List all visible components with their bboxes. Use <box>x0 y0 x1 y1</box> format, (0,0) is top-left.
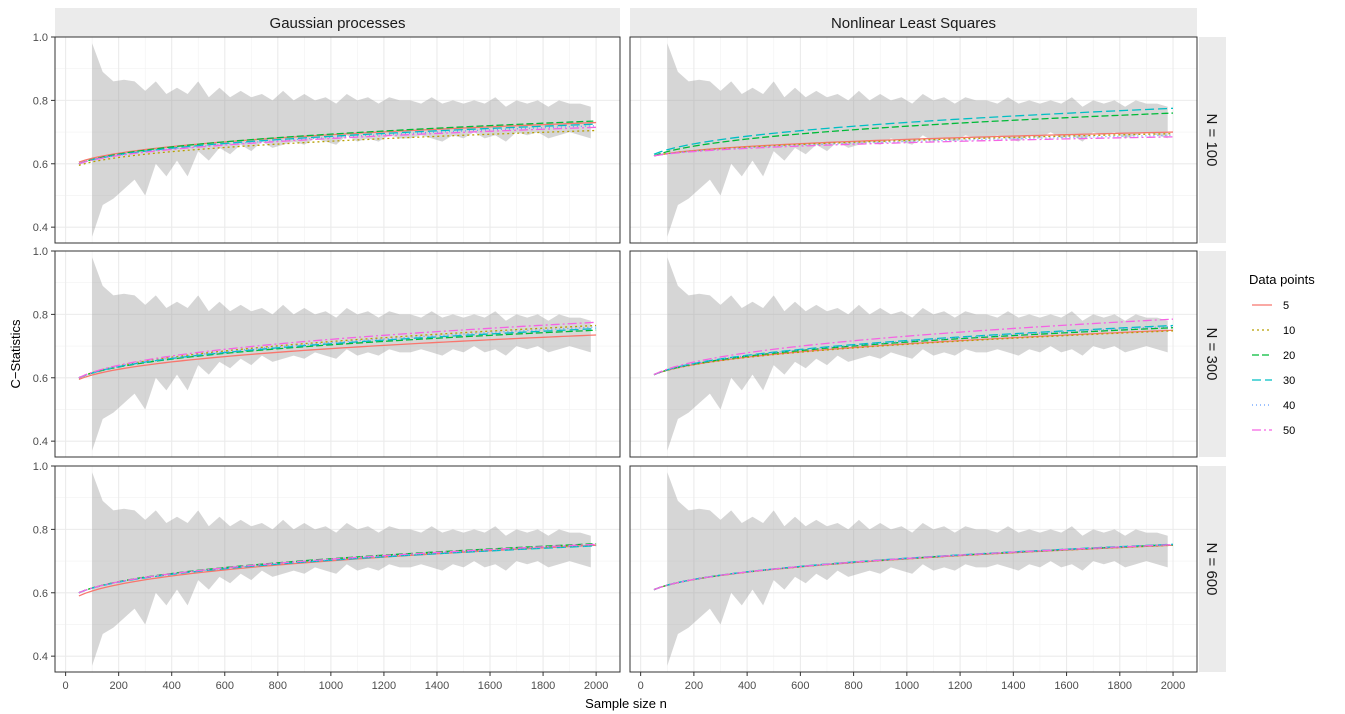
series-line-10 <box>78 129 597 166</box>
panel-0-0-background <box>55 37 620 243</box>
strip-label-n300: N = 300 <box>1203 328 1220 381</box>
panel-0-2-background <box>55 466 620 672</box>
x-tick-label: 1400 <box>1001 680 1025 692</box>
series-line-20 <box>653 327 1174 376</box>
series-line-50 <box>78 126 597 165</box>
y-tick-label: 1.0 <box>33 32 48 44</box>
x-tick-label: 1600 <box>478 680 502 692</box>
series-line-10 <box>653 133 1174 157</box>
series-line-50 <box>653 136 1174 157</box>
legend-title: Data points <box>1249 272 1315 287</box>
confidence-band <box>667 472 1168 666</box>
panel-0-1-background <box>55 251 620 457</box>
y-tick-label: 0.6 <box>33 373 48 385</box>
strip-row-n600 <box>1199 466 1226 672</box>
x-tick-label: 1200 <box>948 680 972 692</box>
confidence-band <box>92 472 591 666</box>
series-line-30 <box>78 545 597 594</box>
series-line-50 <box>78 543 597 594</box>
series-line-30 <box>78 123 597 165</box>
confidence-band <box>92 257 591 451</box>
series-line-40 <box>78 326 597 379</box>
confidence-band <box>667 257 1168 451</box>
panel-0-1-border <box>54 250 621 458</box>
series-line-30 <box>653 107 1174 155</box>
x-tick-label: 400 <box>738 680 756 692</box>
legend-label-50: 50 <box>1283 425 1295 437</box>
y-tick-label: 0.4 <box>33 436 48 448</box>
panel-0-0-border <box>54 36 621 244</box>
series-line-40 <box>653 134 1174 157</box>
series-line-10 <box>78 324 597 379</box>
x-tick-label: 1200 <box>372 680 396 692</box>
strip-row-n100 <box>1199 37 1226 243</box>
strip-label-n600: N = 600 <box>1203 543 1220 596</box>
x-tick-label: 1800 <box>531 680 555 692</box>
confidence-band <box>92 43 591 237</box>
panel-1-1-border <box>629 250 1198 458</box>
series-line-20 <box>78 120 597 165</box>
strip-label-n100: N = 100 <box>1203 114 1220 167</box>
legend: Data points 5 10 20 30 40 50 <box>1249 272 1315 437</box>
x-tick-label: 600 <box>216 680 234 692</box>
series-line-20 <box>653 112 1174 157</box>
y-axis-title: C−Statistics <box>8 319 23 388</box>
series-line-30 <box>653 324 1174 376</box>
x-tick-label: 200 <box>685 680 703 692</box>
legend-label-5: 5 <box>1283 300 1289 312</box>
series-line-50 <box>653 318 1174 376</box>
x-tick-label: 0 <box>638 680 644 692</box>
legend-label-20: 20 <box>1283 350 1295 362</box>
x-tick-label: 800 <box>844 680 862 692</box>
series-line-20 <box>78 329 597 379</box>
x-tick-label: 400 <box>163 680 181 692</box>
x-tick-label: 1400 <box>425 680 449 692</box>
legend-label-40: 40 <box>1283 400 1295 412</box>
x-tick-label: 800 <box>269 680 287 692</box>
x-tick-label: 600 <box>791 680 809 692</box>
panel-1-2-background <box>630 466 1197 672</box>
y-tick-label: 0.6 <box>33 159 48 171</box>
x-tick-label: 1600 <box>1054 680 1078 692</box>
y-tick-label: 0.8 <box>33 524 48 536</box>
strip-column-gp <box>55 8 620 37</box>
x-tick-label: 1000 <box>319 680 343 692</box>
x-tick-label: 1000 <box>895 680 919 692</box>
strip-label-gaussian-processes: Gaussian processes <box>270 15 406 32</box>
y-tick-label: 0.4 <box>33 651 48 663</box>
panel-1-2-border <box>629 465 1198 673</box>
legend-label-30: 30 <box>1283 375 1295 387</box>
strip-label-nonlinear-least-squares: Nonlinear Least Squares <box>831 15 996 32</box>
panel-1-1-background <box>630 251 1197 457</box>
y-tick-label: 1.0 <box>33 461 48 473</box>
panels: 0.4 0.6 0.8 1.0 0.4 0.6 0.8 1.0 0.4 0.6 0.8 1.0 0 200… <box>33 32 1198 692</box>
y-tick-label: 0.4 <box>33 222 48 234</box>
x-tick-label: 2000 <box>1161 680 1185 692</box>
y-tick-label: 0.8 <box>33 309 48 321</box>
y-tick-label: 0.8 <box>33 95 48 107</box>
series-line-40 <box>653 325 1174 376</box>
strip-row-n300 <box>1199 251 1226 457</box>
x-tick-label: 1800 <box>1108 680 1132 692</box>
series-line-50 <box>78 321 597 379</box>
panel-1-0-border <box>629 36 1198 244</box>
y-tick-label: 1.0 <box>33 246 48 258</box>
x-tick-label: 2000 <box>584 680 608 692</box>
strip-column-nls <box>630 8 1197 37</box>
series-line-40 <box>78 125 597 165</box>
y-tick-label: 0.6 <box>33 588 48 600</box>
x-tick-label: 0 <box>63 680 69 692</box>
series-line-50 <box>653 543 1174 591</box>
panel-0-2-border <box>54 465 621 673</box>
series-line-5 <box>78 334 597 380</box>
series-line-10 <box>653 330 1174 376</box>
x-axis-title: Sample size n <box>585 696 667 711</box>
x-tick-label: 200 <box>109 680 127 692</box>
legend-label-10: 10 <box>1283 325 1295 337</box>
series-line-30 <box>78 328 597 379</box>
confidence-band <box>667 43 1168 237</box>
